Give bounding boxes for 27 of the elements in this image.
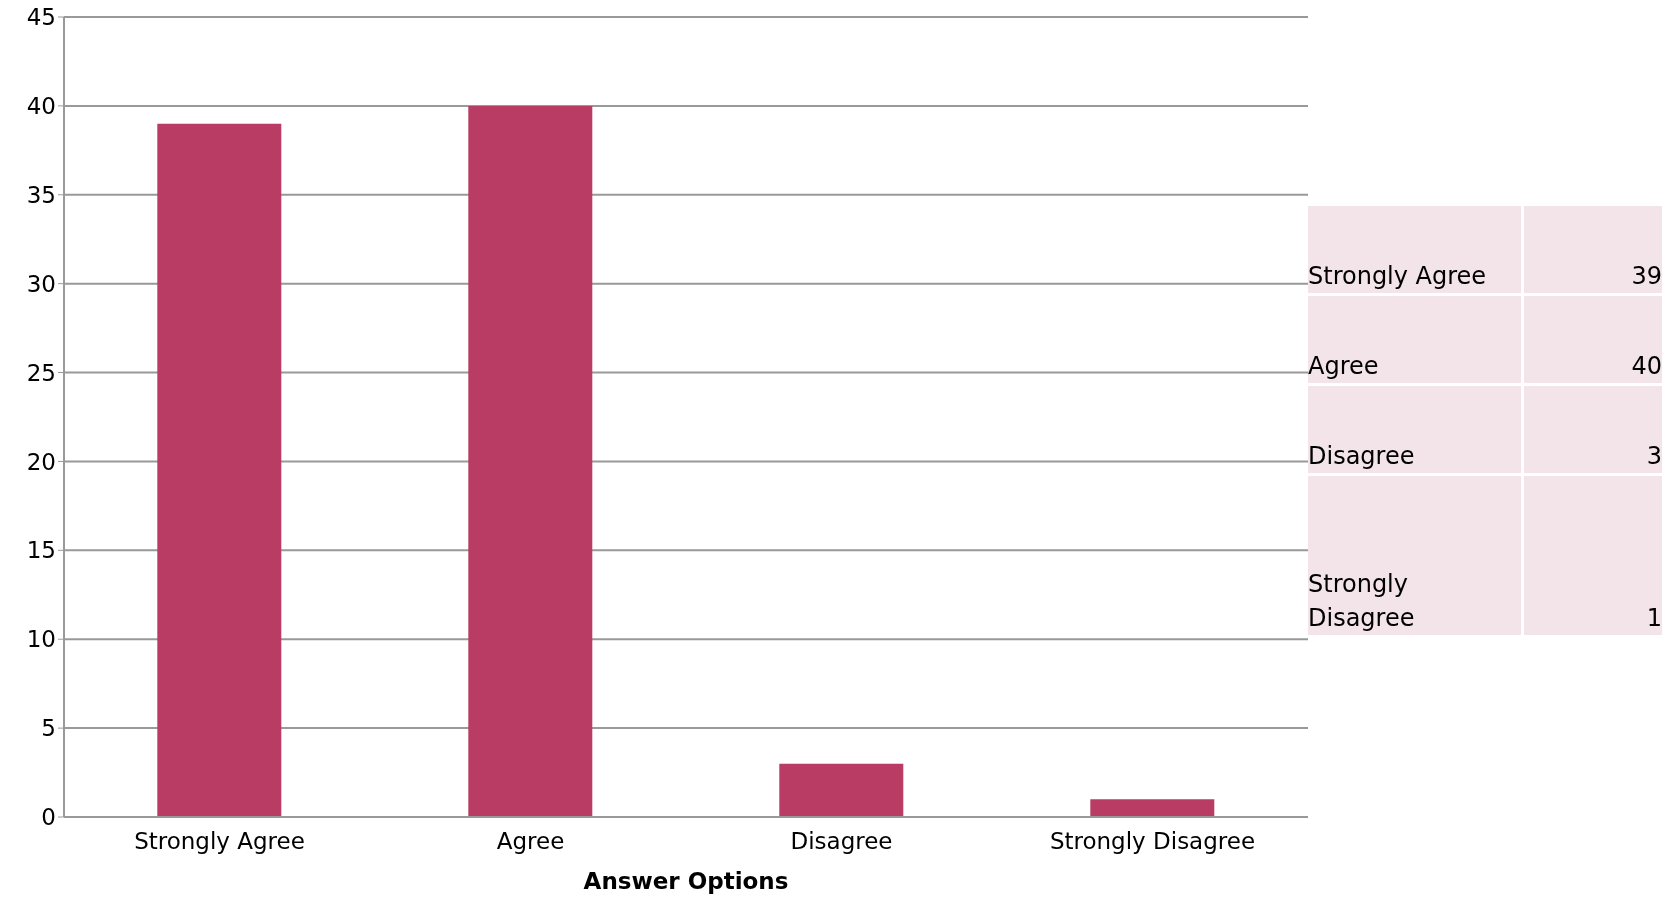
data-label: 3 <box>1522 384 1662 474</box>
x-tick-label: Strongly Agree <box>134 828 305 855</box>
y-tick-label: 10 <box>26 626 56 653</box>
y-tick-label: 15 <box>26 537 56 564</box>
category-label: Strongly Disagree <box>1308 474 1523 636</box>
y-tick-label: 35 <box>26 181 56 208</box>
x-axis-title: Answer Options <box>583 868 789 894</box>
bar <box>1090 799 1215 817</box>
x-tick-label: Disagree <box>790 828 893 855</box>
y-tick-label: 30 <box>26 270 56 297</box>
category-label: Strongly Agree <box>1308 206 1523 294</box>
y-tick-label: 20 <box>26 448 56 475</box>
category-label: Disagree <box>1308 384 1523 474</box>
data-label: 39 <box>1522 206 1662 294</box>
y-tick-label: 25 <box>26 359 56 386</box>
bar <box>157 123 282 817</box>
y-tick-label: 5 <box>41 715 56 742</box>
y-tick-label: 40 <box>26 93 56 120</box>
data-label: 40 <box>1522 294 1662 384</box>
category-label: Agree <box>1308 294 1523 384</box>
y-tick-label: 0 <box>41 804 56 831</box>
bar <box>468 105 593 817</box>
bar <box>779 763 904 817</box>
y-tick-label: 45 <box>26 4 56 31</box>
x-tick-label: Agree <box>496 828 565 855</box>
x-tick-label: Strongly Disagree <box>1049 828 1256 855</box>
data-label: 1 <box>1522 474 1662 636</box>
